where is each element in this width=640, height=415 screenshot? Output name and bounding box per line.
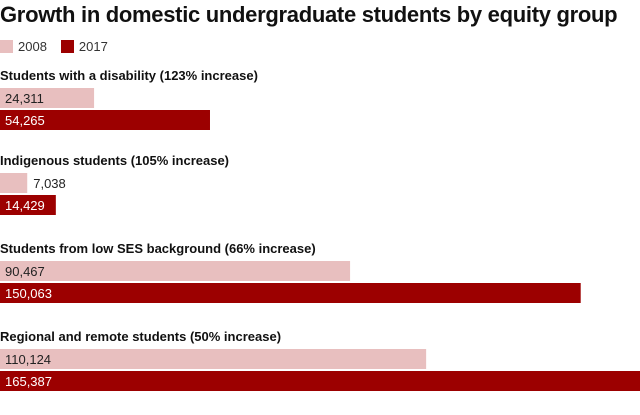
category-label: Students with a disability (123% increas…	[0, 68, 258, 83]
legend-label-2008: 2008	[18, 38, 47, 54]
legend-swatch-2017	[60, 39, 74, 53]
bar-2008	[0, 349, 427, 369]
bar-2008	[0, 88, 95, 108]
bar-2008	[0, 261, 351, 281]
bar-2017	[0, 371, 640, 391]
chart-title: Growth in domestic undergraduate student…	[0, 2, 618, 27]
bar-group: Regional and remote students (50% increa…	[0, 329, 640, 391]
data-label-2008: 7,038	[33, 176, 66, 191]
category-label: Students from low SES background (66% in…	[0, 241, 316, 256]
data-label-2008: 110,124	[5, 352, 51, 367]
category-label: Regional and remote students (50% increa…	[0, 329, 281, 344]
bar-2017	[0, 195, 56, 215]
data-label-2008: 90,467	[5, 264, 45, 279]
data-label-2017: 14,429	[5, 198, 45, 213]
data-label-2017: 150,063	[5, 286, 52, 301]
legend-item-2017: 2017	[60, 38, 108, 54]
legend-swatch-2008	[0, 39, 13, 53]
bar-group: Students from low SES background (66% in…	[0, 241, 581, 303]
legend-label-2017: 2017	[78, 38, 108, 54]
bar-2017	[0, 283, 581, 303]
legend-item-2008: 2008	[0, 39, 47, 54]
category-label: Indigenous students (105% increase)	[0, 153, 229, 168]
data-label-2017: 54,265	[5, 113, 45, 128]
data-label-2017: 165,387	[5, 374, 52, 389]
bar-group: Indigenous students (105% increase) 7,038…	[0, 153, 229, 215]
bar-group: Students with a disability (123% increas…	[0, 68, 258, 130]
legend: 2008 2017	[0, 38, 122, 54]
bar-2017	[0, 110, 210, 130]
data-label-2008: 24,311	[5, 91, 44, 106]
bar-2008	[0, 173, 28, 193]
